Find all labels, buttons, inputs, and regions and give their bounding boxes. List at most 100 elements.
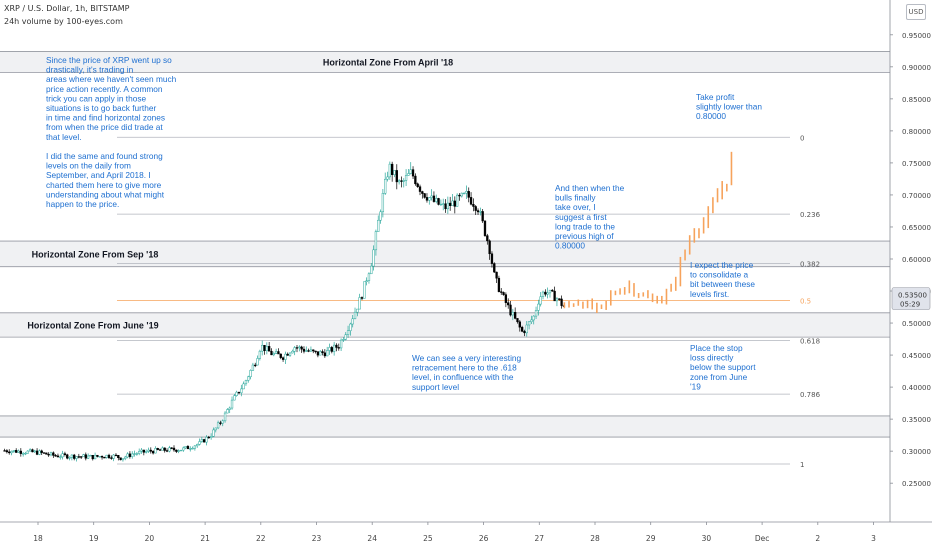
annotation-bulls-take-over[interactable]: And then when the bulls finally take over,… xyxy=(555,183,625,251)
currency-badge[interactable]: USD xyxy=(906,4,926,20)
candle[interactable] xyxy=(205,436,208,443)
candle[interactable] xyxy=(35,450,39,455)
candle[interactable] xyxy=(530,319,533,323)
candle[interactable] xyxy=(332,344,336,352)
candle[interactable] xyxy=(158,449,162,451)
candle[interactable] xyxy=(263,344,266,351)
candle[interactable] xyxy=(59,456,62,458)
candle[interactable] xyxy=(5,450,9,453)
candle[interactable] xyxy=(228,407,231,410)
candle[interactable] xyxy=(110,457,113,459)
candle[interactable] xyxy=(272,353,275,356)
candle[interactable] xyxy=(425,197,429,201)
candle[interactable] xyxy=(221,420,224,424)
candle[interactable] xyxy=(114,454,118,457)
candle[interactable] xyxy=(551,289,554,292)
candle[interactable] xyxy=(184,446,187,449)
candle[interactable] xyxy=(268,346,271,352)
candle[interactable] xyxy=(337,347,340,349)
candle[interactable] xyxy=(421,191,424,194)
candle[interactable] xyxy=(80,456,83,458)
candle[interactable] xyxy=(497,277,501,292)
candle[interactable] xyxy=(66,454,69,459)
candle[interactable] xyxy=(346,330,350,335)
candle[interactable] xyxy=(10,451,13,454)
candle[interactable] xyxy=(414,175,417,185)
candle[interactable] xyxy=(277,351,280,355)
candle[interactable] xyxy=(56,455,60,458)
candle[interactable] xyxy=(168,447,171,452)
candle[interactable] xyxy=(84,454,87,459)
candle[interactable] xyxy=(300,346,303,350)
candle[interactable] xyxy=(323,352,327,357)
candle[interactable] xyxy=(19,450,22,454)
candle[interactable] xyxy=(539,296,542,305)
candle[interactable] xyxy=(444,203,447,210)
annotation-consolidate[interactable]: I expect the price to consolidate a bit be… xyxy=(690,260,755,299)
candle[interactable] xyxy=(307,350,310,352)
candle[interactable] xyxy=(42,452,46,454)
candle[interactable] xyxy=(449,202,452,206)
candle[interactable] xyxy=(226,409,229,414)
candle[interactable] xyxy=(402,180,405,182)
candle[interactable] xyxy=(93,454,97,460)
candle[interactable] xyxy=(47,454,50,456)
candle[interactable] xyxy=(309,349,313,352)
candle[interactable] xyxy=(363,281,366,299)
candle[interactable] xyxy=(411,169,415,177)
candle[interactable] xyxy=(89,454,92,457)
candle[interactable] xyxy=(483,220,487,236)
candle[interactable] xyxy=(142,449,145,453)
candle[interactable] xyxy=(258,350,262,359)
candle[interactable] xyxy=(38,450,41,455)
candle[interactable] xyxy=(553,290,556,302)
candle[interactable] xyxy=(377,219,380,232)
candle[interactable] xyxy=(112,454,115,459)
candle[interactable] xyxy=(360,297,364,299)
candle[interactable] xyxy=(342,339,345,341)
candle[interactable] xyxy=(395,170,398,183)
candle[interactable] xyxy=(12,450,16,452)
candle[interactable] xyxy=(527,321,531,326)
candle[interactable] xyxy=(154,448,157,454)
candle[interactable] xyxy=(391,163,394,175)
candle[interactable] xyxy=(61,453,64,458)
candle[interactable] xyxy=(21,453,25,455)
candle[interactable] xyxy=(328,347,331,351)
candle[interactable] xyxy=(191,447,194,450)
candle[interactable] xyxy=(460,192,463,197)
candle[interactable] xyxy=(209,436,213,438)
candle[interactable] xyxy=(91,454,94,460)
candle[interactable] xyxy=(546,292,549,295)
candle[interactable] xyxy=(507,302,510,306)
candle[interactable] xyxy=(500,291,503,293)
candle[interactable] xyxy=(548,289,552,294)
candle[interactable] xyxy=(339,339,343,349)
candle[interactable] xyxy=(131,453,134,457)
candle[interactable] xyxy=(407,173,410,176)
candle[interactable] xyxy=(223,412,227,422)
candle[interactable] xyxy=(254,364,257,367)
candle[interactable] xyxy=(121,458,125,461)
candle[interactable] xyxy=(128,453,132,457)
candle[interactable] xyxy=(24,452,27,455)
candle[interactable] xyxy=(514,312,517,319)
candle[interactable] xyxy=(326,350,329,357)
candle[interactable] xyxy=(68,457,71,459)
candle[interactable] xyxy=(216,422,220,429)
candle[interactable] xyxy=(451,200,454,206)
candle[interactable] xyxy=(119,457,122,461)
candle[interactable] xyxy=(214,427,217,431)
candle[interactable] xyxy=(172,447,176,451)
candle[interactable] xyxy=(353,311,357,320)
candle[interactable] xyxy=(458,194,461,197)
candle[interactable] xyxy=(240,388,243,394)
candle[interactable] xyxy=(98,456,101,458)
candle[interactable] xyxy=(126,453,129,458)
candle[interactable] xyxy=(281,357,285,360)
candle[interactable] xyxy=(293,347,296,352)
candle[interactable] xyxy=(138,451,141,454)
candle[interactable] xyxy=(462,192,466,195)
candle[interactable] xyxy=(523,331,526,334)
